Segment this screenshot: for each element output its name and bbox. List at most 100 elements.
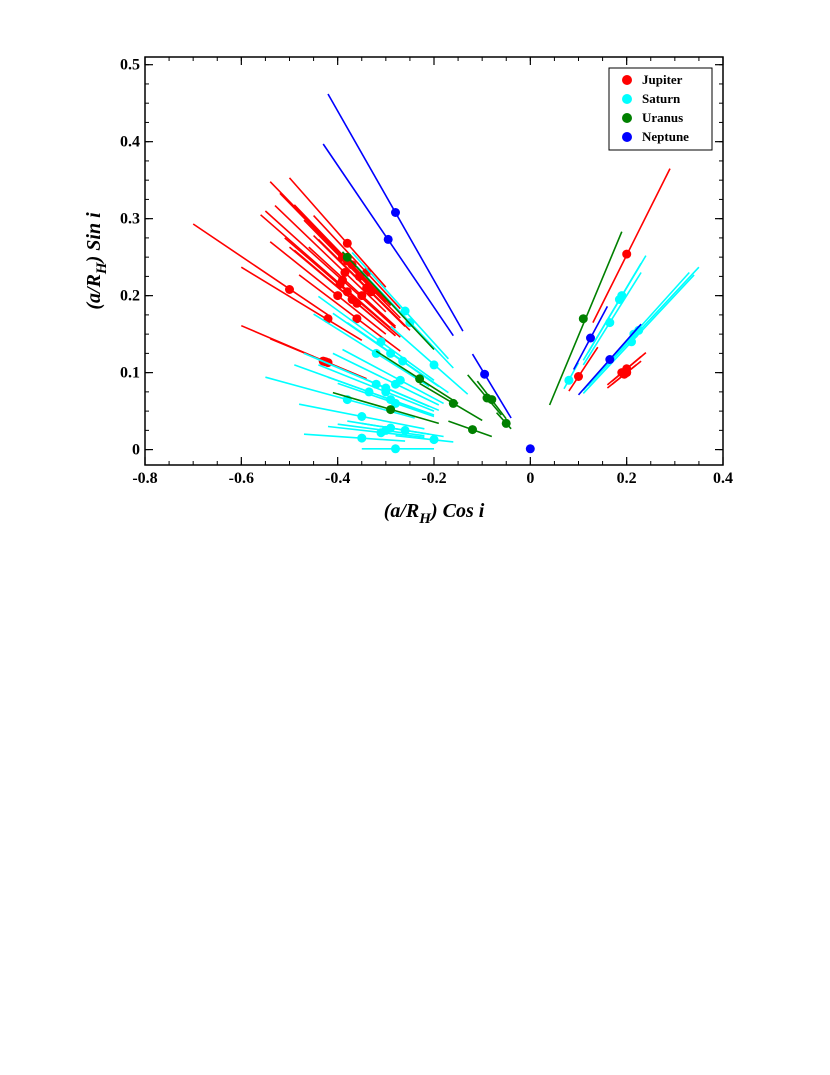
saturn-orbit-line-13 (337, 382, 435, 418)
saturn-orbit-line-15 (342, 348, 444, 405)
jupiter-point-15 (352, 298, 362, 308)
uranus-point-6 (501, 418, 511, 428)
chart-marks (192, 93, 700, 454)
x-tick-label: 0.4 (713, 470, 733, 487)
saturn-point-7 (386, 423, 396, 433)
neptune-point-1 (383, 234, 393, 244)
x-tick-label: -0.4 (325, 470, 350, 487)
jupiter-orbit-line-22 (568, 346, 599, 392)
jupiter-point-9 (340, 268, 350, 277)
saturn-point-3 (391, 444, 400, 454)
x-tick-label: -0.6 (229, 470, 254, 487)
uranus-point-7 (578, 314, 588, 324)
saturn-point-10 (371, 379, 381, 389)
neptune-orbit-line-2 (471, 353, 512, 419)
saturn-orbit-line-4 (395, 434, 454, 443)
x-tick-label: -0.2 (421, 470, 446, 487)
saturn-point-4 (429, 435, 439, 445)
jupiter-orbit-line-23 (592, 168, 671, 323)
uranus-point-0 (386, 405, 396, 415)
neptune-point-2 (480, 369, 490, 379)
jupiter-orbit-line-16 (308, 246, 397, 327)
uranus-orbit-line-8 (341, 251, 435, 351)
saturn-orbit-line-24 (563, 362, 580, 390)
jupiter-point-5 (342, 238, 352, 248)
saturn-point-20 (398, 356, 408, 366)
saturn-point-28 (627, 337, 636, 347)
saturn-point-19 (386, 348, 396, 358)
saturn-point-2 (357, 433, 367, 443)
jupiter-orbit-line-1 (240, 266, 363, 341)
saturn-point-27 (614, 295, 624, 304)
saturn-point-9 (364, 387, 374, 397)
jupiter-orbit-line-9 (274, 205, 387, 313)
legend: Jupiter Saturn Uranus Neptune (608, 67, 713, 151)
saturn-orbit-line-23 (390, 325, 469, 395)
axis-ticks: -0.8 -0.6 -0.4 -0.2 0 0.2 0.4 0 0.1 0.2 0.3 0.4 0.5 (120, 57, 733, 487)
jupiter-orbit-line-20 (313, 215, 401, 310)
y-tick-label: 0.1 (120, 365, 140, 382)
saturn-point-23 (429, 360, 439, 370)
saturn-orbit-line-29 (587, 266, 700, 387)
jupiter-point-0 (285, 285, 294, 294)
uranus-point-5 (487, 395, 497, 405)
uranus-point-2 (448, 398, 458, 408)
jupiter-orbit-line-11 (260, 214, 392, 329)
saturn-orbit-line-18 (313, 313, 430, 388)
legend-marker-uranus (622, 113, 632, 123)
jupiter-point-8 (347, 260, 357, 270)
y-tick-label: 0.4 (120, 134, 140, 151)
saturn-point-24 (564, 375, 574, 385)
legend-label-neptune: Neptune (642, 129, 689, 144)
x-tick-label: -0.8 (132, 470, 157, 487)
y-tick-label: 0.3 (120, 211, 140, 228)
y-tick-label: 0.2 (120, 288, 140, 305)
jupiter-point-13 (333, 291, 343, 301)
neptune-point-3 (525, 444, 535, 454)
saturn-point-13 (391, 398, 400, 408)
jupiter-point-23 (622, 249, 632, 259)
saturn-orbit-line-5 (327, 425, 425, 439)
jupiter-orbit-line-10 (264, 210, 397, 329)
saturn-orbit-line-2 (303, 433, 406, 442)
saturn-point-16 (391, 379, 400, 389)
uranus-point-8 (342, 252, 352, 262)
jupiter-orbit-line-0 (192, 223, 329, 316)
saturn-point-1 (357, 412, 367, 421)
saturn-orbit-line-12 (327, 376, 435, 416)
legend-marker-jupiter (622, 75, 632, 85)
scatter-chart: -0.8 -0.6 -0.4 -0.2 0 0.2 0.400.10.20.30.40.5 … (83, 56, 733, 527)
jupiter-point-11 (335, 279, 345, 289)
saturn-orbit-line-16 (332, 352, 440, 406)
legend-label-jupiter: Jupiter (642, 72, 683, 87)
saturn-orbit-line-25 (582, 272, 642, 366)
legend-marker-saturn (622, 94, 632, 104)
neptune-point-0 (391, 208, 400, 217)
uranus-point-1 (415, 374, 425, 384)
uranus-point-3 (468, 425, 477, 435)
saturn-point-8 (400, 425, 410, 435)
jupiter-orbit-line-5 (288, 177, 387, 288)
neptune-point-4 (586, 333, 595, 343)
saturn-point-17 (376, 337, 386, 347)
saturn-point-21 (400, 306, 410, 316)
jupiter-point-16 (357, 291, 367, 301)
neptune-point-5 (605, 355, 615, 364)
saturn-point-25 (605, 318, 615, 328)
uranus-orbit-line-0 (332, 391, 440, 425)
saturn-orbit-line-17 (317, 295, 435, 381)
jupiter-point-22 (574, 372, 583, 381)
x-axis-label: (a/RH) Cos i (384, 500, 485, 527)
x-tick-label: 0.2 (617, 470, 637, 487)
saturn-point-14 (381, 383, 391, 393)
jupiter-point-19 (352, 314, 362, 324)
jupiter-point-21 (354, 271, 364, 281)
jupiter-point-12 (342, 287, 352, 297)
jupiter-orbit-line-13 (269, 241, 387, 335)
saturn-point-30 (629, 329, 639, 339)
legend-label-saturn: Saturn (642, 91, 681, 106)
saturn-point-18 (371, 348, 381, 358)
legend-label-uranus: Uranus (642, 110, 683, 125)
y-tick-label: 0 (132, 442, 140, 459)
y-tick-label: 0.5 (120, 57, 140, 74)
